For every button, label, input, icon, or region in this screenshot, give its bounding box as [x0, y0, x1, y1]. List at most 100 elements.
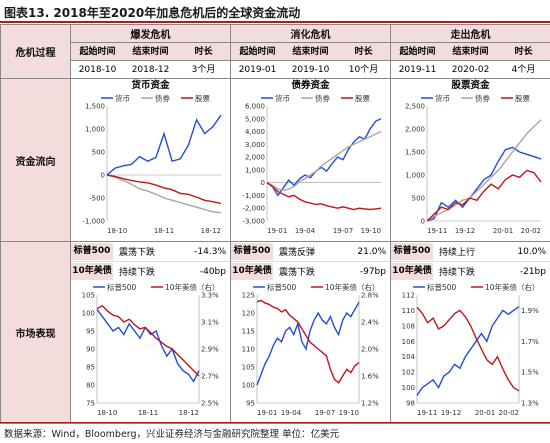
series-line: [266, 118, 382, 197]
series-line: [416, 306, 520, 392]
start-value: 2019-11: [398, 64, 437, 75]
row-label-crisis: 危机过程: [0, 24, 71, 79]
y-tick-label: 80: [86, 382, 95, 390]
y2-tick-label: 2.8%: [361, 292, 379, 300]
y-tick-label: 110: [242, 346, 255, 354]
crisis-values-1: 2018-10 2018-12 3个月: [70, 60, 231, 79]
stat-row-ust10: 10年美债 持续下跌 -40bp: [71, 262, 230, 281]
y-tick-label: 112: [402, 292, 415, 300]
series-line: [96, 308, 200, 383]
x-tick-label: 20-02: [499, 409, 519, 417]
start-header: 起始时间: [399, 46, 436, 57]
y-tick-label: 3,000: [245, 141, 265, 149]
crisis-values-3: 2019-11 2020-02 4个月: [390, 60, 550, 79]
stat-trend: 震荡下跌: [119, 248, 156, 258]
x-tick-label: 19-01: [267, 227, 287, 235]
x-tick-label: 19-12: [455, 227, 475, 235]
stat-change: -40bp: [199, 266, 226, 277]
stat-trend: 持续下跌: [439, 268, 476, 278]
legend-label-currency: 货币: [115, 93, 130, 103]
x-tick-label: 18-11: [138, 409, 158, 417]
y-tick-label: 106: [402, 338, 416, 346]
flow-panel-2: 债券资金 货币 债券 股票 -3,000 -2,000 -1,000 0 1,000 2,000…: [230, 78, 391, 242]
market-panel-1: 标普500 震荡下跌 -14.3% 10年美债 持续下跌 -40bp 标普500 10年美…: [70, 241, 231, 424]
flow-title-1: 货币资金: [131, 80, 170, 91]
y-tick-label: 105: [242, 364, 255, 372]
stat-row-sp500: 标普500 震荡反弹 21.0%: [231, 242, 390, 262]
stat-change: 21.0%: [357, 246, 386, 257]
stat-row-sp500: 标普500 震荡下跌 -14.3%: [71, 242, 230, 262]
stat-label: 10年美债: [231, 263, 273, 280]
legend-label-stock: 股票: [355, 94, 370, 103]
flow-chart-bond-2: 货币 债券 股票 -3,000 -2,000 -1,000 0 1,000 2,000 3,000…: [242, 93, 382, 235]
y-tick-label: 1,000: [405, 172, 425, 180]
y2-tick-label: 1.2%: [361, 400, 379, 408]
stat-label: 标普500: [71, 243, 113, 260]
flow-chart-stock-3: 货币 债券 股票 0 500 1,000 1,500 2,000 2,500 19-11 19-12…: [405, 93, 542, 235]
x-tick-label: 19-11: [417, 409, 437, 417]
legend: 货币 债券 股票: [421, 93, 530, 103]
legend-label-sp500: 标普500: [267, 282, 297, 292]
y-tick-label: 102: [402, 369, 415, 377]
y-tick-label: 6,000: [245, 103, 265, 111]
stat-trend: 持续上行: [439, 248, 476, 258]
y2-tick-label: 1.3%: [521, 400, 539, 408]
series-line: [426, 169, 542, 222]
y-tick-label: -1,000: [242, 192, 265, 200]
x-tick-label: 19-12: [441, 409, 461, 417]
market-chart-2: 标普500 10年美债（右） 95 100 105 110 115 120 125 1.2% 1.6…: [242, 282, 380, 417]
series-line: [256, 299, 360, 384]
crisis-values-2: 2019-01 2019-10 10个月: [230, 60, 391, 79]
y2-tick-label: 2.4%: [361, 319, 379, 327]
series-line: [256, 301, 360, 386]
y-tick-label: 0: [101, 172, 105, 180]
legend-label-ust10: 10年美债（右）: [325, 282, 380, 292]
market-panel-2: 标普500 震荡反弹 21.0% 10年美债 震荡下跌 -97bp 标普500 10年美债…: [230, 241, 391, 424]
row-label-flow: 资金流向: [0, 78, 71, 242]
length-value: 10个月: [348, 64, 379, 75]
legend-label-sp500: 标普500: [427, 282, 457, 292]
series-line: [96, 304, 200, 377]
crisis-header-3: 起始时间 结束时间 时长: [390, 42, 550, 61]
x-tick-label: 19-10: [339, 409, 359, 417]
y-tick-label: 1,500: [85, 103, 105, 111]
legend-label-ust10: 10年美债（右）: [485, 282, 540, 292]
x-tick-label: 19-10: [361, 227, 381, 235]
x-tick-label: 19-01: [257, 409, 277, 417]
series-line: [426, 146, 542, 222]
stat-trend: 持续下跌: [119, 268, 156, 278]
crisis-header-2: 起始时间 结束时间 时长: [230, 42, 391, 61]
start-header: 起始时间: [79, 46, 116, 57]
y2-tick-label: 3.1%: [201, 319, 219, 327]
title-rule: [0, 21, 550, 23]
crisis-table: 危机过程 爆发危机 消化危机 走出危机 起始时间 结束时间 时长 起始时间 结束时间 时…: [0, 24, 550, 424]
y2-tick-label: 3.3%: [201, 292, 219, 300]
legend: 货币 债券 股票: [101, 93, 210, 103]
crisis-name-1: 爆发危机: [70, 24, 231, 43]
bottom-rule: [0, 422, 550, 423]
crisis-header-1: 起始时间 结束时间 时长: [70, 42, 231, 61]
series-line: [106, 174, 222, 205]
market-panel-3: 标普500 持续上行 10.0% 10年美债 持续下跌 -21bp 标普500 10年美债…: [390, 241, 550, 424]
y-tick-label: 104: [402, 353, 416, 361]
y-tick-label: 500: [92, 149, 105, 157]
length-value: 3个月: [191, 64, 216, 75]
crisis-name-2: 消化危机: [230, 24, 391, 43]
y-tick-label: 1,000: [245, 166, 265, 174]
flow-panel-3: 股票资金 货币 债券 股票 0 500 1,000 1,500 2,000 2,500 19-11…: [390, 78, 550, 242]
y-tick-label: 100: [242, 382, 255, 390]
legend-label-bond: 债券: [475, 93, 490, 103]
length-header: 时长: [354, 46, 373, 57]
row-label-market: 市场表现: [0, 241, 71, 424]
y-tick-label: 95: [86, 328, 95, 336]
y-tick-label: 100: [82, 310, 95, 318]
y-tick-label: 1,000: [85, 126, 105, 134]
x-tick-label: 20-02: [521, 227, 541, 235]
y-tick-label: 2,000: [405, 126, 425, 134]
y-tick-label: 0: [261, 179, 265, 187]
y-tick-label: 0: [421, 218, 425, 226]
stat-trend: 震荡下跌: [279, 268, 316, 278]
y2-tick-label: 2.7%: [201, 373, 219, 381]
y-tick-label: 108: [402, 322, 415, 330]
series-line: [266, 130, 382, 192]
